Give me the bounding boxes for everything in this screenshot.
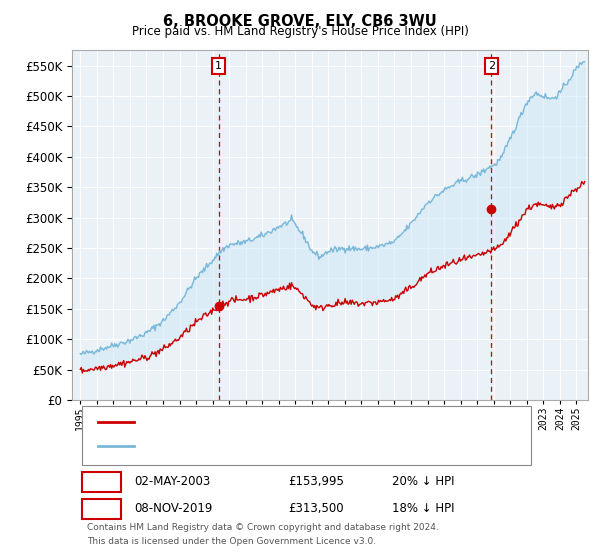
- Text: 1: 1: [98, 475, 105, 488]
- Text: Price paid vs. HM Land Registry's House Price Index (HPI): Price paid vs. HM Land Registry's House …: [131, 25, 469, 38]
- Text: 02-MAY-2003: 02-MAY-2003: [134, 475, 210, 488]
- Text: 6, BROOKE GROVE, ELY, CB6 3WU: 6, BROOKE GROVE, ELY, CB6 3WU: [163, 14, 437, 29]
- FancyBboxPatch shape: [82, 472, 121, 492]
- Text: 08-NOV-2019: 08-NOV-2019: [134, 502, 212, 515]
- Text: £313,500: £313,500: [289, 502, 344, 515]
- FancyBboxPatch shape: [82, 499, 121, 519]
- Text: 2: 2: [98, 502, 105, 515]
- Text: 2: 2: [488, 61, 495, 71]
- Text: 1: 1: [215, 61, 222, 71]
- Text: £153,995: £153,995: [289, 475, 344, 488]
- Text: 18% ↓ HPI: 18% ↓ HPI: [392, 502, 454, 515]
- Text: 20% ↓ HPI: 20% ↓ HPI: [392, 475, 454, 488]
- Text: 6, BROOKE GROVE, ELY, CB6 3WU (detached house): 6, BROOKE GROVE, ELY, CB6 3WU (detached …: [144, 417, 435, 427]
- Text: Contains HM Land Registry data © Crown copyright and database right 2024.: Contains HM Land Registry data © Crown c…: [88, 524, 439, 533]
- Text: This data is licensed under the Open Government Licence v3.0.: This data is licensed under the Open Gov…: [88, 537, 377, 546]
- FancyBboxPatch shape: [82, 406, 531, 465]
- Text: HPI: Average price, detached house, East Cambridgeshire: HPI: Average price, detached house, East…: [144, 441, 467, 451]
